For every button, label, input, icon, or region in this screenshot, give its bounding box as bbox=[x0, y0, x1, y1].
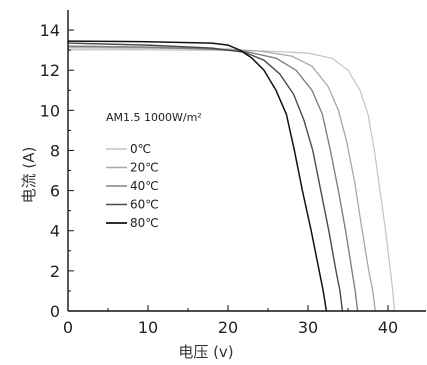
y-tick-label: 2 bbox=[50, 262, 60, 281]
series-line-2 bbox=[67, 45, 359, 312]
legend-label-4: 80℃ bbox=[130, 216, 159, 230]
irradiance-annotation: AM1.5 1000W/m² bbox=[106, 111, 202, 124]
y-tick-label: 12 bbox=[40, 61, 60, 80]
x-tick-label: 0 bbox=[63, 318, 73, 337]
curves bbox=[67, 40, 395, 312]
series-line-3 bbox=[67, 42, 344, 312]
y-tick-label: 4 bbox=[50, 222, 60, 241]
series-line-4 bbox=[67, 40, 328, 312]
y-tick-label: 8 bbox=[50, 141, 60, 160]
x-tick-label: 30 bbox=[298, 318, 318, 337]
y-tick-label: 6 bbox=[50, 182, 60, 201]
y-tick-label: 0 bbox=[50, 302, 60, 321]
series-line-0 bbox=[67, 49, 395, 312]
legend-label-2: 40℃ bbox=[130, 179, 159, 193]
y-tick-label: 10 bbox=[40, 101, 60, 120]
y-tick-label: 14 bbox=[40, 21, 60, 40]
x-tick-label: 10 bbox=[138, 318, 158, 337]
x-tick-label: 20 bbox=[218, 318, 238, 337]
x-tick-label: 40 bbox=[378, 318, 398, 337]
y-axis-title: 电流 (A) bbox=[20, 147, 38, 204]
legend-label-1: 20℃ bbox=[130, 161, 159, 175]
x-axis-title: 电压 (v) bbox=[178, 343, 233, 361]
ticks: 0 2 4 6 8 10 12 14 0 10 20 30 40 bbox=[40, 21, 399, 337]
axes bbox=[67, 10, 426, 312]
legend-label-0: 0℃ bbox=[130, 142, 151, 156]
series-line-1 bbox=[67, 47, 376, 312]
legend: 0℃ 20℃ 40℃ 60℃ 80℃ bbox=[106, 142, 159, 230]
legend-label-3: 60℃ bbox=[130, 198, 159, 212]
